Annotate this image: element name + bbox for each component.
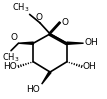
Polygon shape (67, 42, 84, 44)
Polygon shape (42, 71, 51, 84)
Text: CH$_3$: CH$_3$ (12, 1, 30, 14)
Text: O: O (36, 13, 43, 22)
Text: OH: OH (83, 62, 96, 71)
Text: CH$_3$: CH$_3$ (2, 52, 20, 64)
Polygon shape (19, 42, 33, 44)
Text: O: O (11, 33, 18, 42)
Text: HO: HO (26, 85, 40, 94)
Text: OH: OH (84, 38, 98, 47)
Text: HO: HO (3, 62, 17, 71)
Text: O: O (61, 18, 68, 27)
